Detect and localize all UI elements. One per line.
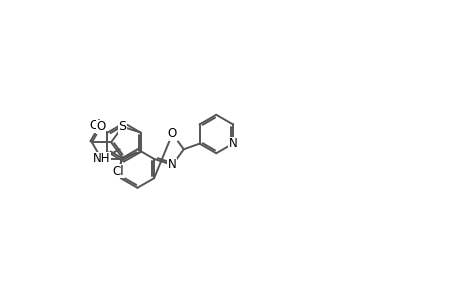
Text: NH: NH [93, 152, 110, 165]
Text: O: O [96, 120, 105, 134]
Text: S: S [118, 120, 126, 133]
Text: Cl: Cl [112, 164, 124, 178]
Text: N: N [168, 158, 176, 171]
Text: N: N [228, 137, 237, 150]
Text: O: O [168, 127, 177, 140]
Text: Cl: Cl [90, 119, 101, 132]
